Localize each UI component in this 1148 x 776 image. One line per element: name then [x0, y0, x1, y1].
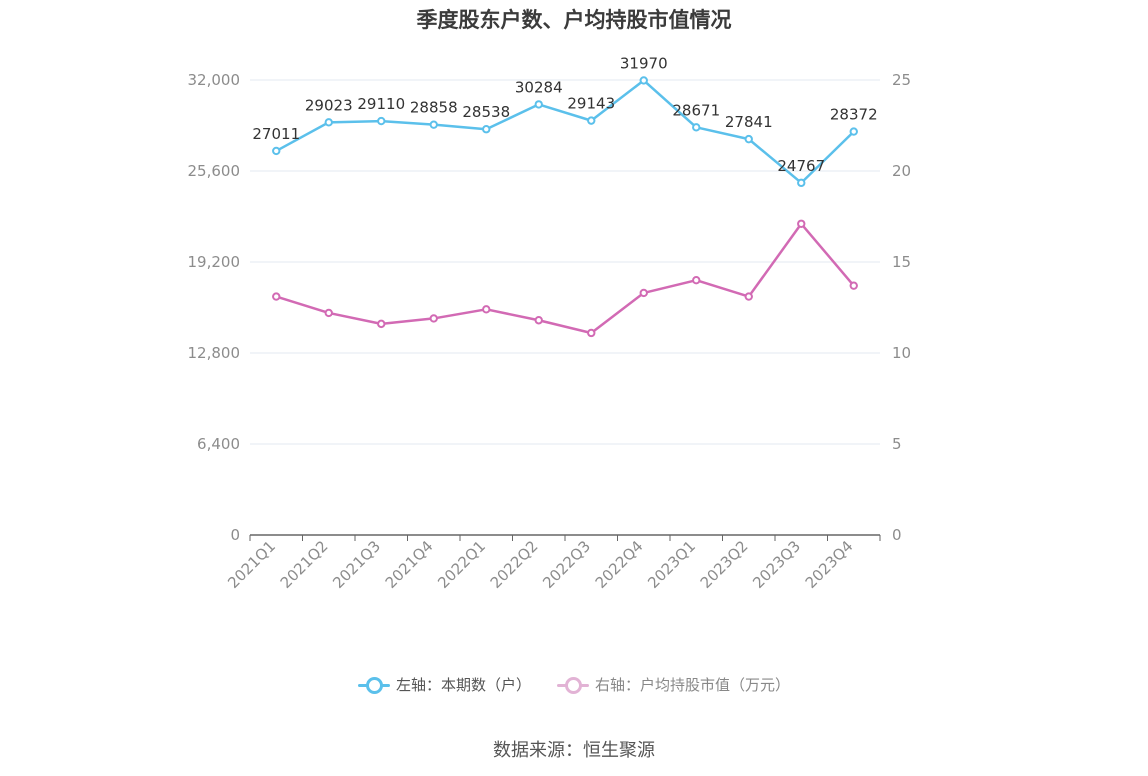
- x-axis-tick-label: 2021Q3: [329, 537, 384, 592]
- data-label: 29110: [357, 95, 405, 113]
- series-line-1: [275, 222, 855, 335]
- right-axis-tick-label: 20: [892, 162, 911, 180]
- line-chart: 0 0 6,400 5 12,800 10 19,200 15 25,600 20 32,000 25…: [188, 54, 912, 592]
- source-note: 数据来源：恒生聚源: [493, 740, 655, 761]
- series-0-point: [272, 146, 281, 156]
- left-axis-tick-label: 25,600: [188, 162, 241, 180]
- series-lines: [272, 76, 858, 338]
- right-axis-tick-label: 10: [892, 344, 911, 362]
- x-axis-tick-label: 2023Q2: [697, 537, 752, 592]
- x-axis-tick-label: 2023Q4: [802, 537, 857, 592]
- series-0-point: [587, 116, 596, 125]
- legend-left-series-label: 左轴：本期数（户）: [395, 676, 531, 694]
- x-axis-tick-label: 2022Q1: [434, 537, 489, 592]
- x-axis-tick-label: 2021Q1: [224, 537, 279, 592]
- data-label: 30284: [515, 78, 563, 96]
- series-1-point: [639, 288, 648, 298]
- data-label: 28538: [462, 103, 510, 121]
- series-1-point: [324, 308, 333, 318]
- legend-right-series-label: 右轴：户均持股市值（万元）: [595, 676, 791, 694]
- axes: 0 0 6,400 5 12,800 10 19,200 15 25,600 20 32,000 25…: [188, 71, 912, 592]
- x-axis-tick-label: 2021Q4: [382, 537, 437, 592]
- data-label: 31970: [620, 54, 668, 72]
- left-axis-tick-label: 12,800: [188, 344, 241, 362]
- series-0-point: [692, 123, 701, 132]
- chart-title: 季度股东户数、户均持股市值情况: [416, 8, 732, 32]
- data-label: 28858: [410, 99, 458, 117]
- right-axis-tick-label: 5: [892, 435, 902, 453]
- series-0-point: [377, 116, 386, 126]
- data-label: 29143: [567, 95, 615, 113]
- grid-lines: [250, 79, 880, 445]
- series-0-point: [849, 127, 858, 136]
- left-axis-tick-label: 6,400: [197, 435, 240, 453]
- left-axis-tick-label: 0: [230, 526, 240, 544]
- series-line-0: [275, 79, 855, 185]
- left-axis-tick-label: 32,000: [188, 71, 241, 89]
- series-0-point: [324, 118, 333, 127]
- series-1-point: [272, 292, 281, 301]
- right-axis-tick-label: 25: [892, 71, 911, 89]
- legend-item-left-series[interactable]: 左轴：本期数（户）: [357, 674, 531, 695]
- right-axis-tick-label: 15: [892, 253, 911, 271]
- legend-left-series-icon: [357, 676, 390, 694]
- series-1-point: [377, 319, 386, 329]
- legend-right-series-icon: [557, 676, 589, 694]
- series-0-point: [534, 100, 543, 109]
- series-1-point: [849, 281, 858, 290]
- series-0-point: [797, 178, 806, 188]
- data-label: 24767: [777, 157, 825, 175]
- series-1-point: [534, 316, 543, 325]
- data-label: 29023: [305, 96, 353, 114]
- series-1-point: [482, 305, 491, 314]
- data-label: 28671: [672, 101, 720, 119]
- data-label: 27841: [725, 113, 773, 131]
- x-axis-tick-label: 2023Q3: [749, 537, 804, 592]
- right-axis-tick-label: 0: [892, 526, 902, 544]
- x-axis-tick-label: 2021Q2: [277, 537, 332, 592]
- x-axis-tick-label: 2022Q4: [592, 537, 647, 592]
- series-1-point: [587, 328, 596, 338]
- series-0-point: [639, 76, 648, 85]
- legend-item-right-series[interactable]: 右轴：户均持股市值（万元）: [557, 674, 790, 695]
- series-1-point: [692, 276, 701, 285]
- x-axis-tick-label: 2022Q3: [539, 537, 594, 592]
- series-1-point: [429, 314, 438, 323]
- x-axis-tick-label: 2023Q1: [644, 537, 699, 592]
- series-0-point: [482, 125, 491, 134]
- series-1-point: [744, 292, 753, 301]
- left-axis-tick-label: 19,200: [188, 253, 241, 271]
- legend: 左轴：本期数（户） 右轴：户均持股市值（万元）: [0, 674, 1148, 695]
- series-0-point: [744, 134, 753, 144]
- data-label: 28372: [830, 106, 878, 124]
- series-0-point: [429, 120, 438, 129]
- series-1-point: [797, 219, 806, 228]
- x-axis-tick-label: 2022Q2: [487, 537, 542, 592]
- data-label: 27011: [252, 125, 300, 143]
